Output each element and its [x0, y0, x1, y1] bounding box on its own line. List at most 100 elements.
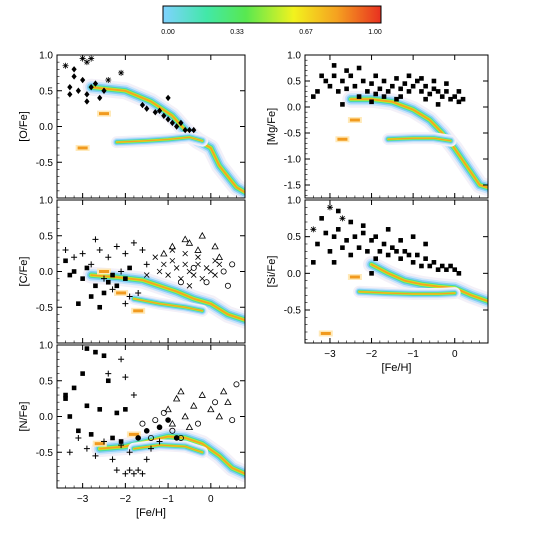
square-marker [452, 94, 458, 99]
diamond-marker [174, 123, 180, 130]
square-marker [365, 249, 370, 254]
plus-marker [66, 449, 73, 456]
triangle-marker [224, 398, 232, 406]
square-marker [419, 263, 424, 269]
y-tick-label: -1.0 [284, 155, 302, 166]
x-axis-label: [Fe/H] [382, 362, 412, 374]
square-marker [356, 245, 362, 250]
square-marker [402, 249, 408, 254]
y-tick-label: -0.5 [36, 303, 54, 314]
square-marker [110, 272, 115, 278]
plus-marker [79, 250, 86, 257]
density-contour [387, 137, 452, 142]
square-marker [67, 414, 73, 419]
density-contour [358, 291, 456, 295]
square-marker [452, 267, 458, 272]
square-marker [406, 252, 412, 258]
square-marker [381, 241, 387, 247]
circle-marker [212, 399, 219, 406]
cross-marker [212, 272, 218, 278]
triangle-marker [207, 405, 215, 413]
square-marker [127, 265, 132, 271]
square-marker [331, 63, 337, 68]
plus-marker [122, 374, 129, 381]
square-marker [88, 294, 94, 299]
triangle-marker [168, 242, 177, 250]
square-marker [323, 230, 329, 236]
square-marker [439, 263, 445, 269]
density-patch-core [349, 118, 360, 122]
x-tick-label: −3 [324, 349, 336, 360]
square-marker [335, 227, 341, 232]
square-marker [435, 89, 441, 94]
colorbar-tick-label: 0.33 [230, 29, 244, 36]
circle-marker [169, 427, 176, 434]
triangle-marker [177, 387, 185, 395]
cross-marker [195, 261, 201, 268]
triangle-marker [168, 419, 177, 427]
square-marker [123, 276, 128, 281]
square-marker [444, 89, 449, 94]
triangle-marker [185, 423, 194, 431]
cross-marker [186, 283, 193, 289]
square-marker [373, 91, 379, 97]
diamond-marker [92, 80, 99, 87]
square-marker [123, 407, 128, 412]
filled-circle-marker [143, 428, 150, 434]
square-marker [348, 219, 354, 225]
circle-marker [177, 279, 184, 286]
square-marker [398, 86, 403, 92]
x-tick-label: −1 [407, 349, 419, 360]
square-marker [427, 91, 433, 97]
square-marker [63, 396, 68, 401]
plus-marker [96, 247, 103, 254]
triangle-marker [164, 405, 172, 413]
square-marker [419, 89, 424, 94]
density-band [335, 90, 488, 197]
triangle-marker [181, 235, 189, 243]
y-tick-label: 1.0 [287, 196, 301, 207]
plus-marker [109, 456, 116, 463]
square-marker [331, 260, 337, 265]
density-contour [133, 444, 203, 453]
square-marker [67, 272, 73, 278]
square-marker [419, 76, 424, 81]
circle-marker [194, 420, 201, 427]
y-axis-label: [C/Fe] [18, 257, 30, 287]
square-marker [63, 258, 68, 264]
density-patch-core [94, 442, 105, 446]
diamond-marker [191, 126, 197, 134]
plus-marker [92, 236, 99, 243]
y-tick-label: 0.0 [287, 103, 301, 114]
cross-marker [216, 261, 223, 268]
y-tick-label: 0.5 [39, 376, 53, 387]
diamond-marker [165, 94, 171, 102]
square-marker [402, 81, 408, 86]
square-marker [423, 96, 428, 102]
square-marker [348, 252, 354, 258]
square-marker [431, 78, 437, 84]
colorbar: 0.00 0.33 0.67 1.00 [161, 5, 382, 36]
square-marker [414, 252, 420, 258]
square-marker [315, 89, 320, 94]
density-contour [133, 298, 203, 312]
cross-marker [152, 254, 159, 260]
x-axis-label: [Fe/H] [136, 507, 166, 519]
plus-marker [126, 449, 133, 456]
square-marker [431, 260, 437, 265]
cross-marker [195, 254, 201, 260]
square-marker [356, 94, 362, 99]
circle-marker [203, 279, 210, 286]
square-marker [394, 76, 399, 81]
filled-circle-marker [165, 417, 171, 423]
square-marker [431, 86, 437, 92]
panel-n: 1.0 0.5 0.0 -0.5 −3 −2 −1 0 [N/Fe] [Fe/H] [18, 341, 246, 519]
square-marker [369, 81, 374, 86]
square-marker [352, 234, 358, 239]
square-marker [410, 234, 416, 239]
y-tick-label: 0.5 [39, 86, 53, 97]
square-marker [385, 227, 391, 232]
asterisk-marker [62, 62, 69, 69]
square-marker [335, 208, 341, 214]
